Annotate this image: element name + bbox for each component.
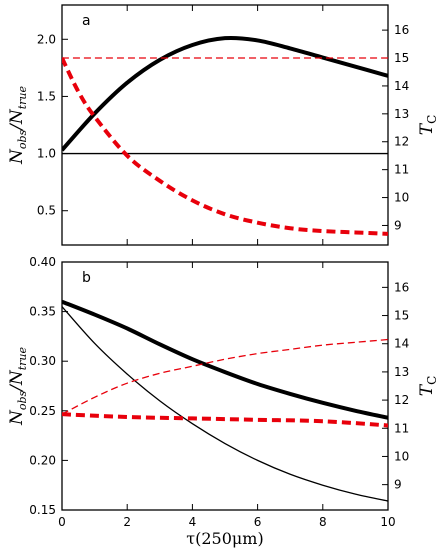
y2-tick-label: 10	[394, 191, 409, 205]
panel-a: 0.5 1.0 1.5 2.0 9 10 11 12 13 14 15 16 a Nobs/Ntrue TC	[7, 4, 436, 246]
plot-frame	[61, 261, 389, 511]
series-3-right-dashed-thick-line	[62, 412, 388, 428]
x-tick-label: 6	[254, 515, 262, 529]
y2-tick-label: 16	[394, 280, 409, 294]
y2-tick-label: 16	[394, 23, 409, 37]
x-tick-label: 10	[380, 515, 395, 529]
y2-axis-title: TC	[417, 115, 436, 136]
y2-tick-label: 13	[394, 365, 409, 379]
y2-tick-label: 9	[394, 218, 402, 232]
y-tick-label: 0.40	[29, 255, 56, 269]
panel-label: b	[82, 270, 91, 286]
y2-axis-title: TC	[417, 376, 436, 397]
y-axis-title: Nobs/Ntrue	[7, 346, 29, 426]
y2-tick-label: 13	[394, 107, 409, 121]
x-tick-label: 2	[123, 515, 131, 529]
y2-tick-label: 14	[394, 337, 409, 351]
y2-tick-label: 12	[394, 135, 409, 149]
y2-tick-label: 11	[394, 421, 409, 435]
x-tick-label: 4	[189, 515, 197, 529]
series-0-left-solid-thick-line	[62, 35, 388, 152]
y2-tick-label: 11	[394, 163, 409, 177]
y-tick-label: 0.20	[29, 453, 56, 467]
series-0-left-solid-thick-line	[62, 299, 388, 420]
x-tick-label: 8	[319, 515, 327, 529]
y-tick-label: 0.25	[29, 404, 56, 418]
y-tick-label: 0.30	[29, 354, 56, 368]
y2-tick-label: 14	[394, 79, 409, 93]
panel-label: a	[82, 13, 91, 29]
y2-tick-label: 9	[394, 478, 402, 492]
y-tick-label: 0.15	[29, 503, 56, 517]
x-tick-label: 0	[58, 515, 66, 529]
y2-tick-label: 12	[394, 393, 409, 407]
x-axis-title: τ(250μm)	[186, 529, 263, 548]
y2-tick-label: 15	[394, 309, 409, 323]
y-tick-label: 1.0	[37, 147, 56, 161]
series-3-right-dashed-thick-line	[62, 57, 388, 236]
y-tick-label: 0.35	[29, 305, 56, 319]
y2-tick-label: 10	[394, 449, 409, 463]
y-tick-label: 1.5	[37, 89, 56, 103]
y-axis-title: Nobs/Ntrue	[7, 85, 29, 165]
y-tick-label: 0.5	[37, 204, 56, 218]
panel-b: 0 2 4 6 8 10 0.15 0.20 0.25 0.30 0.35 0.40 9 10 11 12 13…	[7, 255, 436, 548]
series-2-right-dashed-thin-line	[62, 338, 388, 415]
y-tick-label: 2.0	[37, 32, 56, 46]
y2-tick-label: 15	[394, 51, 409, 65]
plot-frame	[61, 4, 389, 246]
series-1-left-solid-thin-line	[62, 306, 388, 502]
